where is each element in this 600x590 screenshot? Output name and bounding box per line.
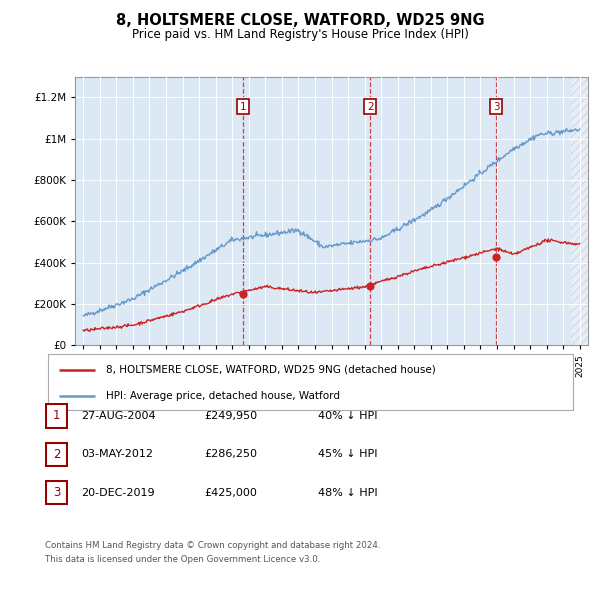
Point [491, 253, 501, 262]
Bar [571, 77, 588, 345]
Text: 3: 3 [493, 101, 500, 112]
Text: 1: 1 [239, 101, 246, 112]
Text: 27-AUG-2004: 27-AUG-2004 [81, 411, 155, 421]
Text: 2: 2 [367, 101, 374, 112]
FancyBboxPatch shape [46, 404, 67, 428]
Text: 03-MAY-2012: 03-MAY-2012 [81, 450, 153, 459]
FancyBboxPatch shape [46, 481, 67, 504]
Text: HPI: Average price, detached house, Watford: HPI: Average price, detached house, Watf… [106, 391, 340, 401]
Text: Price paid vs. HM Land Registry's House Price Index (HPI): Price paid vs. HM Land Registry's House … [131, 28, 469, 41]
Text: 8, HOLTSMERE CLOSE, WATFORD, WD25 9NG (detached house): 8, HOLTSMERE CLOSE, WATFORD, WD25 9NG (d… [106, 365, 436, 375]
Text: 3: 3 [53, 486, 60, 499]
Text: £286,250: £286,250 [204, 450, 257, 459]
Text: 8, HOLTSMERE CLOSE, WATFORD, WD25 9NG: 8, HOLTSMERE CLOSE, WATFORD, WD25 9NG [116, 13, 484, 28]
Text: Contains HM Land Registry data © Crown copyright and database right 2024.: Contains HM Land Registry data © Crown c… [45, 540, 380, 549]
Text: 2: 2 [53, 448, 60, 461]
Text: £425,000: £425,000 [204, 488, 257, 497]
FancyBboxPatch shape [46, 442, 67, 466]
FancyBboxPatch shape [48, 354, 573, 410]
Text: 45% ↓ HPI: 45% ↓ HPI [318, 450, 377, 459]
Text: 48% ↓ HPI: 48% ↓ HPI [318, 488, 377, 497]
Text: £249,950: £249,950 [204, 411, 257, 421]
Point [365, 281, 375, 291]
Point [238, 289, 248, 299]
Text: This data is licensed under the Open Government Licence v3.0.: This data is licensed under the Open Gov… [45, 555, 320, 563]
Text: 40% ↓ HPI: 40% ↓ HPI [318, 411, 377, 421]
Text: 1: 1 [53, 409, 60, 422]
Text: 20-DEC-2019: 20-DEC-2019 [81, 488, 155, 497]
